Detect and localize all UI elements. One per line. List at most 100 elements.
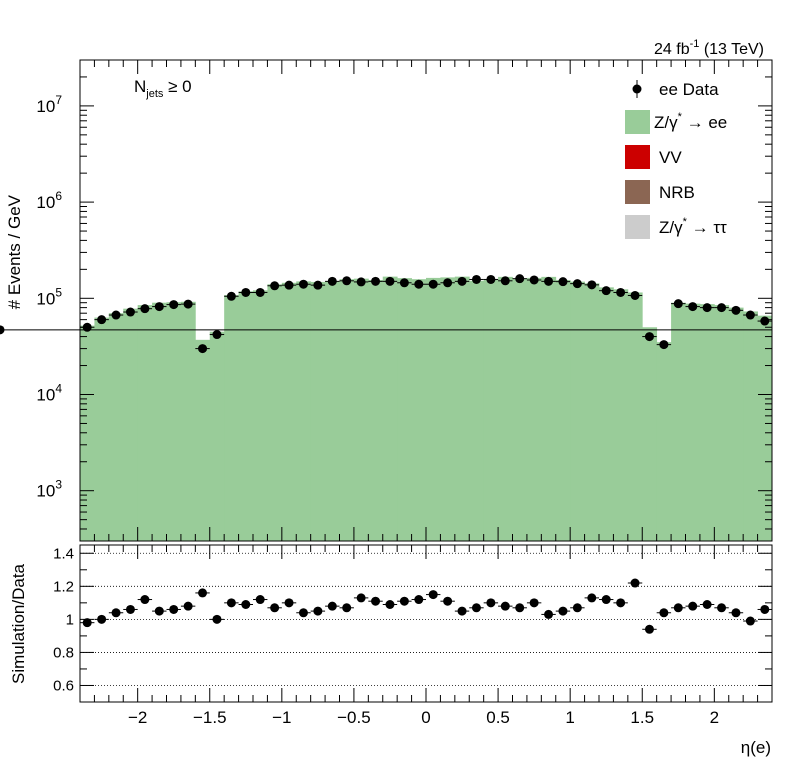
legend-nrb-label: NRB (659, 183, 695, 202)
data-point (688, 302, 698, 312)
zee-bar (166, 302, 182, 541)
main-axes: 103 104 105 106 107 (36, 59, 772, 542)
ratio-frame (79, 544, 773, 703)
ratio-point (601, 595, 611, 605)
ratio-point (270, 603, 280, 613)
x-tick-label: 0 (421, 708, 430, 727)
data-point (284, 280, 294, 290)
zee-bar (325, 281, 340, 541)
data-point (529, 275, 539, 285)
ratio-point (443, 596, 453, 606)
data-point (255, 287, 265, 297)
x-tick-label: −1.5 (193, 708, 227, 727)
zee-bar (584, 283, 600, 541)
zee-bar (137, 305, 153, 541)
data-point (212, 330, 222, 340)
legend-entry-nrb: NRB (625, 180, 695, 204)
data-point (673, 299, 683, 309)
zee-bar (426, 277, 441, 541)
data-point (486, 274, 496, 284)
data-point (515, 274, 525, 284)
data-point (572, 279, 582, 289)
ratio-point (457, 606, 467, 616)
data-point (169, 300, 179, 310)
ratio-point (616, 598, 626, 608)
legend-zee-swatch (625, 110, 650, 134)
zee-bar (714, 305, 730, 541)
zee-bar (743, 311, 758, 541)
ratio-point (529, 598, 539, 608)
ratio-point (760, 604, 770, 614)
data-point (270, 281, 280, 291)
zee-bar (94, 317, 110, 541)
ratio-point (241, 599, 251, 609)
x-tick-label: 1 (565, 708, 574, 727)
y-tick-label: 103 (36, 478, 62, 501)
data-point (558, 277, 568, 287)
ratio-point (688, 601, 698, 611)
zee-bar (757, 315, 773, 541)
data-point (154, 302, 164, 312)
zee-histogram (80, 276, 773, 541)
ratio-point (644, 624, 654, 634)
data-point (659, 340, 669, 350)
zee-bar (195, 339, 211, 541)
zee-bar (267, 284, 283, 541)
legend: ee Data Z/γ* → ee VV NRB Z/γ* → ττ (625, 80, 727, 239)
ratio-point (544, 609, 554, 619)
data-point (428, 279, 438, 289)
ratio-point (342, 603, 352, 613)
zee-bar (454, 276, 470, 541)
data-point (0, 325, 5, 335)
ratio-point (702, 599, 712, 609)
x-axis-label: η(e) (741, 738, 771, 757)
zee-bar (152, 302, 167, 541)
ratio-point (659, 608, 669, 618)
zee-bar (281, 282, 297, 541)
zee-bar (310, 281, 326, 541)
legend-data-label: ee Data (659, 80, 719, 99)
ratio-point (371, 596, 381, 606)
x-tick-label: 0.5 (486, 708, 510, 727)
zee-bar (123, 308, 139, 541)
zee-bar (512, 278, 528, 541)
ratio-point (327, 601, 337, 611)
ratio-point (255, 595, 265, 605)
zee-bar (656, 342, 672, 541)
data-point (731, 305, 741, 315)
y-tick-label: 105 (36, 285, 62, 308)
zee-bar (209, 331, 225, 541)
ratio-ylabel: Simulation/Data (9, 563, 28, 684)
data-point (745, 310, 755, 320)
ratio-point (313, 606, 323, 616)
data-point (111, 310, 121, 320)
zee-bar (440, 277, 456, 541)
ratio-panel: 0.6 0.8 1 1.2 1.4 −2 −1.5 −1 −0.5 0 0.5 1 1.5 2 Simul… (9, 544, 773, 757)
ratio-y-tick-label: 1.4 (53, 545, 74, 562)
ratio-point (154, 606, 164, 616)
zee-bar (411, 279, 427, 541)
ratio-point (212, 614, 222, 624)
data-point (399, 278, 409, 288)
legend-entry-data: ee Data (632, 80, 719, 99)
data-point (702, 303, 712, 313)
x-tick-label: −0.5 (337, 708, 371, 727)
legend-nrb-swatch (625, 180, 650, 204)
zee-bar (642, 327, 658, 541)
ratio-point (486, 598, 496, 608)
data-point (371, 276, 381, 286)
data-point (342, 276, 352, 286)
ratio-point (731, 608, 741, 618)
x-tick-label: −1 (272, 708, 291, 727)
legend-entry-ztt: Z/γ* → ττ (625, 215, 727, 239)
data-points (0, 274, 772, 354)
ratio-point (198, 588, 208, 598)
main-ylabel: # Events / GeV (5, 194, 24, 309)
ratio-axes: 0.6 0.8 1 1.2 1.4 −2 −1.5 −1 −0.5 0 0.5 1 1.5 2 (53, 545, 772, 727)
data-point (414, 279, 424, 289)
data-point (630, 290, 640, 300)
zee-bar (728, 307, 744, 541)
x-tick-label: 1.5 (630, 708, 654, 727)
zee-bar (382, 276, 398, 541)
ratio-grid (80, 552, 772, 686)
